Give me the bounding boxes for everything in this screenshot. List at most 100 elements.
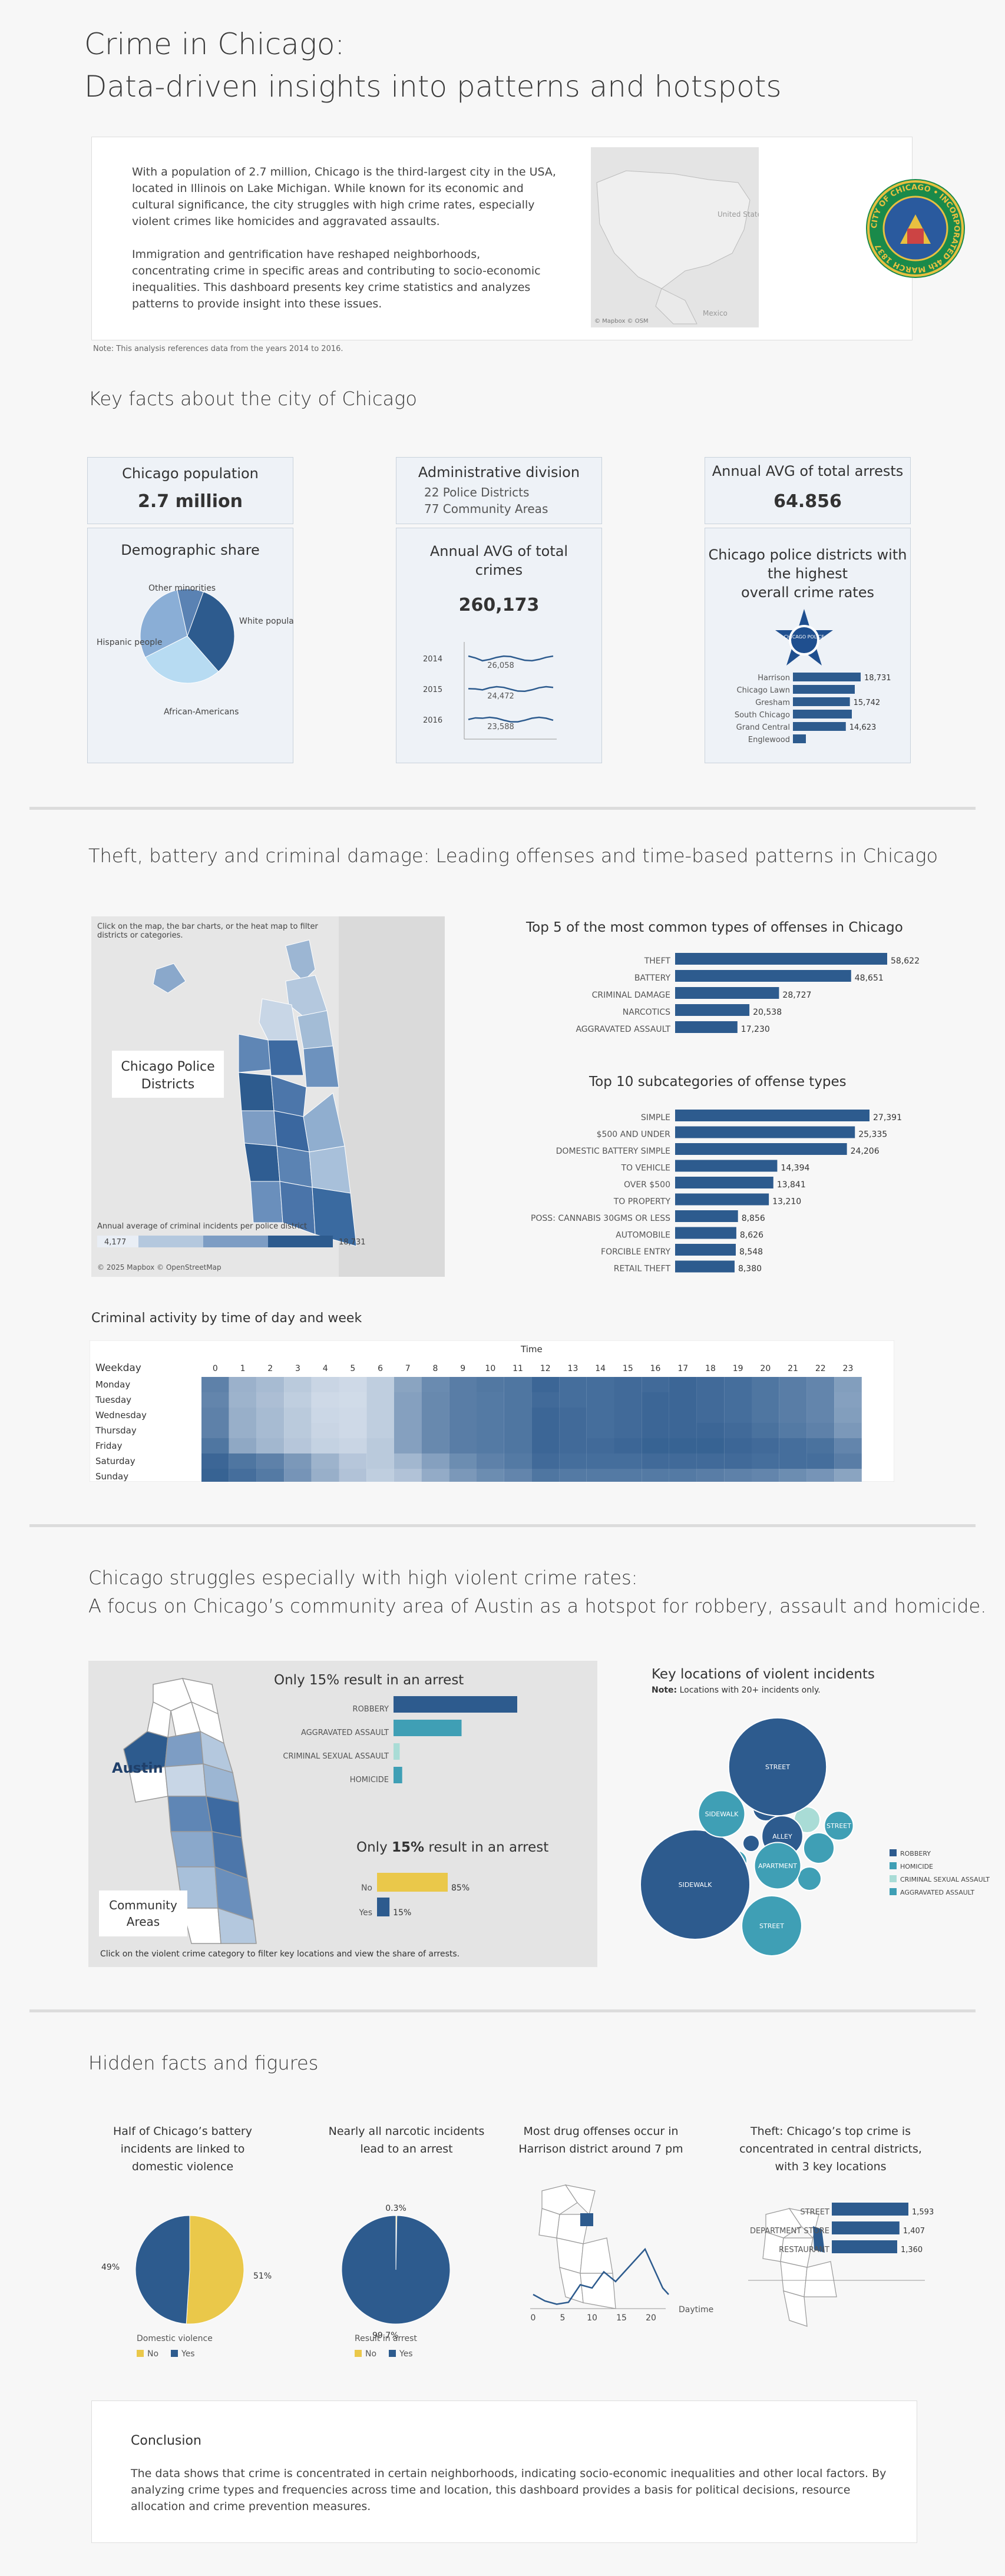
violent-locations-bubble-chart[interactable]: SIDEWALK STREET STREET SIDEWALK ALLEY APARTME… bbox=[630, 1702, 990, 1985]
heat-cell-5-4[interactable] bbox=[311, 1453, 339, 1469]
heat-cell-1-18[interactable] bbox=[696, 1392, 725, 1408]
heat-cell-3-14[interactable] bbox=[586, 1423, 614, 1438]
heat-cell-3-22[interactable] bbox=[806, 1423, 835, 1438]
heat-cell-4-21[interactable] bbox=[779, 1438, 807, 1453]
heat-cell-5-2[interactable] bbox=[256, 1453, 285, 1469]
heat-cell-0-20[interactable] bbox=[752, 1377, 779, 1392]
bubble-small-2[interactable] bbox=[803, 1832, 835, 1864]
heat-cell-0-22[interactable] bbox=[806, 1377, 835, 1392]
heat-cell-6-8[interactable] bbox=[421, 1469, 449, 1482]
heat-cell-3-20[interactable] bbox=[752, 1423, 779, 1438]
bubble-small-4[interactable] bbox=[742, 1835, 760, 1852]
heat-cell-0-10[interactable] bbox=[477, 1377, 504, 1392]
distBars-bar-3[interactable] bbox=[793, 710, 852, 719]
heat-cell-1-8[interactable] bbox=[421, 1392, 449, 1408]
heat-cell-0-5[interactable] bbox=[339, 1377, 367, 1392]
heat-cell-1-12[interactable] bbox=[531, 1392, 560, 1408]
heat-cell-1-9[interactable] bbox=[449, 1392, 477, 1408]
heat-cell-6-2[interactable] bbox=[256, 1469, 285, 1482]
heat-cell-5-6[interactable] bbox=[366, 1453, 394, 1469]
heat-cell-4-17[interactable] bbox=[669, 1438, 697, 1453]
heat-cell-2-3[interactable] bbox=[284, 1408, 312, 1423]
domestic-slice-1[interactable] bbox=[135, 2215, 190, 2325]
heat-cell-3-13[interactable] bbox=[559, 1423, 587, 1438]
violentBars-bar-1[interactable] bbox=[394, 1720, 462, 1736]
heat-cell-3-7[interactable] bbox=[394, 1423, 422, 1438]
heat-cell-2-19[interactable] bbox=[724, 1408, 752, 1423]
heat-cell-5-3[interactable] bbox=[284, 1453, 312, 1469]
heat-cell-4-1[interactable] bbox=[229, 1438, 257, 1453]
heat-cell-0-19[interactable] bbox=[724, 1377, 752, 1392]
heat-cell-2-14[interactable] bbox=[586, 1408, 614, 1423]
heat-cell-0-2[interactable] bbox=[256, 1377, 285, 1392]
top5-bar-3[interactable] bbox=[675, 1004, 750, 1016]
heat-cell-0-4[interactable] bbox=[311, 1377, 339, 1392]
heat-cell-6-5[interactable] bbox=[339, 1469, 367, 1482]
heat-cell-5-5[interactable] bbox=[339, 1453, 367, 1469]
bubble-6[interactable] bbox=[824, 1810, 854, 1841]
heat-cell-1-23[interactable] bbox=[834, 1392, 862, 1408]
heat-cell-1-14[interactable] bbox=[586, 1392, 614, 1408]
heat-cell-6-1[interactable] bbox=[229, 1469, 257, 1482]
heat-cell-4-19[interactable] bbox=[724, 1438, 752, 1453]
heat-cell-5-7[interactable] bbox=[394, 1453, 422, 1469]
heat-cell-6-9[interactable] bbox=[449, 1469, 477, 1482]
heat-cell-4-20[interactable] bbox=[752, 1438, 779, 1453]
violentBars-bar-2[interactable] bbox=[394, 1743, 400, 1760]
heat-cell-3-6[interactable] bbox=[366, 1423, 394, 1438]
heat-cell-0-23[interactable] bbox=[834, 1377, 862, 1392]
heat-cell-2-5[interactable] bbox=[339, 1408, 367, 1423]
heat-cell-6-14[interactable] bbox=[586, 1469, 614, 1482]
usa-map[interactable]: United States Mexico © Mapbox © OSM bbox=[591, 147, 759, 327]
heat-cell-2-21[interactable] bbox=[779, 1408, 807, 1423]
heat-cell-4-11[interactable] bbox=[504, 1438, 532, 1453]
sparkline-2016[interactable] bbox=[468, 716, 554, 723]
heat-cell-2-7[interactable] bbox=[394, 1408, 422, 1423]
heat-cell-6-18[interactable] bbox=[696, 1469, 725, 1482]
drug-line[interactable] bbox=[533, 2247, 669, 2305]
bubble-5[interactable] bbox=[753, 1842, 802, 1890]
distBars-bar-4[interactable] bbox=[793, 722, 846, 731]
sparkline-2014[interactable] bbox=[468, 655, 554, 662]
heat-cell-6-17[interactable] bbox=[669, 1469, 697, 1482]
heat-cell-3-18[interactable] bbox=[696, 1423, 725, 1438]
legend-swatch-3[interactable] bbox=[890, 1888, 897, 1895]
bubble-3[interactable] bbox=[697, 1790, 746, 1838]
heat-cell-3-11[interactable] bbox=[504, 1423, 532, 1438]
violent-bar-chart[interactable]: ROBBERY AGGRAVATED ASSAULT CRIMINAL SEXUAL… bbox=[265, 1696, 571, 1796]
heat-cell-3-1[interactable] bbox=[229, 1423, 257, 1438]
heat-cell-0-1[interactable] bbox=[229, 1377, 257, 1392]
heat-cell-6-12[interactable] bbox=[531, 1469, 560, 1482]
heat-cell-5-23[interactable] bbox=[834, 1453, 862, 1469]
heat-cell-6-6[interactable] bbox=[366, 1469, 394, 1482]
heat-cell-6-7[interactable] bbox=[394, 1469, 422, 1482]
heat-cell-2-0[interactable] bbox=[201, 1408, 229, 1423]
heat-cell-2-13[interactable] bbox=[559, 1408, 587, 1423]
heat-cell-4-10[interactable] bbox=[477, 1438, 504, 1453]
heat-cell-0-15[interactable] bbox=[614, 1377, 642, 1392]
heat-cell-5-22[interactable] bbox=[806, 1453, 835, 1469]
demo-slice-2[interactable] bbox=[140, 590, 188, 658]
legend-swatch-0[interactable] bbox=[890, 1849, 897, 1856]
heat-cell-6-19[interactable] bbox=[724, 1469, 752, 1482]
heat-cell-3-17[interactable] bbox=[669, 1423, 697, 1438]
heat-cell-1-22[interactable] bbox=[806, 1392, 835, 1408]
heat-cell-1-10[interactable] bbox=[477, 1392, 504, 1408]
heat-cell-2-11[interactable] bbox=[504, 1408, 532, 1423]
legend-swatch-1[interactable] bbox=[890, 1862, 897, 1869]
arrestBars-bar-1[interactable] bbox=[377, 1898, 390, 1916]
heat-cell-1-19[interactable] bbox=[724, 1392, 752, 1408]
police-districts-map[interactable]: Chicago Police Districts Click on the ma… bbox=[91, 916, 445, 1277]
distBars-bar-2[interactable] bbox=[793, 697, 850, 706]
heat-cell-2-10[interactable] bbox=[477, 1408, 504, 1423]
heat-cell-2-6[interactable] bbox=[366, 1408, 394, 1423]
heat-cell-2-23[interactable] bbox=[834, 1408, 862, 1423]
top5-bar-4[interactable] bbox=[675, 1021, 738, 1033]
heat-cell-2-15[interactable] bbox=[614, 1408, 642, 1423]
heat-cell-3-10[interactable] bbox=[477, 1423, 504, 1438]
heat-cell-4-22[interactable] bbox=[806, 1438, 835, 1453]
annual-crimes-sparklines[interactable]: 2014 26,058 2015 24,472 2016 23,588 bbox=[412, 642, 589, 742]
heat-cell-0-9[interactable] bbox=[449, 1377, 477, 1392]
top10-bar-9[interactable] bbox=[675, 1260, 735, 1273]
heat-cell-1-11[interactable] bbox=[504, 1392, 532, 1408]
